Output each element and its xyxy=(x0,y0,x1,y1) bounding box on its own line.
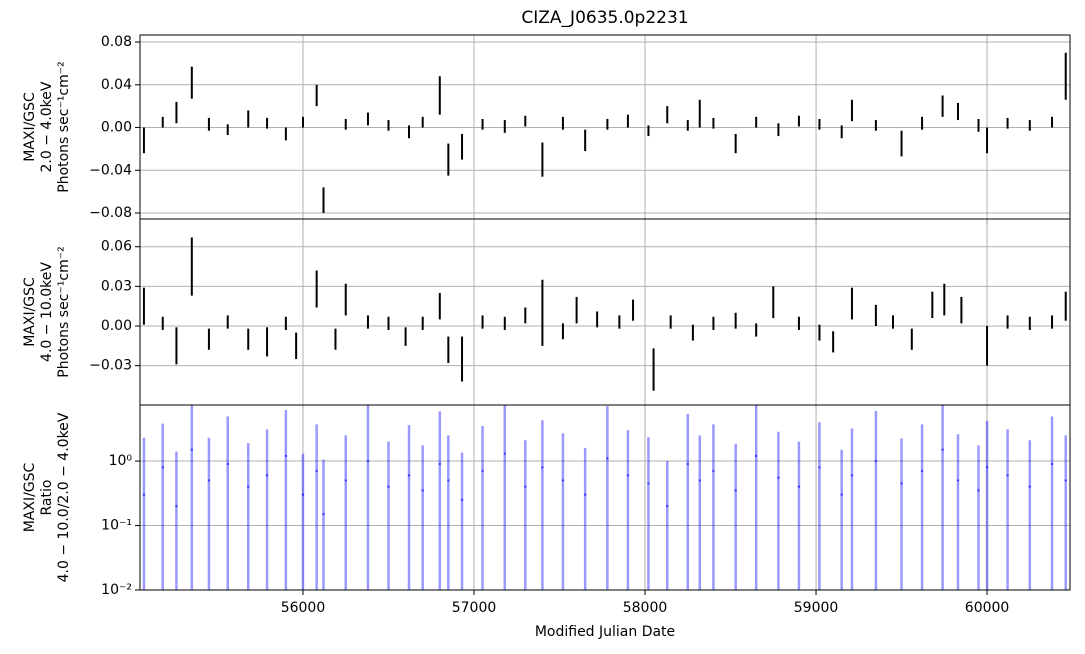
point xyxy=(647,482,650,485)
point xyxy=(1006,474,1009,477)
axes-frame xyxy=(139,34,1071,220)
point xyxy=(626,474,630,477)
point xyxy=(797,485,801,488)
point xyxy=(840,493,843,496)
y-tick-label: −0.03 xyxy=(89,358,132,374)
point xyxy=(606,457,609,460)
y-axis-label: MAXI/GSC xyxy=(22,277,38,347)
point xyxy=(460,498,464,502)
y-tick-label: 10⁻² xyxy=(101,582,132,598)
point xyxy=(366,459,370,463)
point xyxy=(666,504,669,508)
point xyxy=(161,466,164,469)
series xyxy=(142,52,1067,214)
y-tick-label: 0.08 xyxy=(101,34,132,50)
y-axis-label: MAXI/GSC xyxy=(22,92,38,162)
point xyxy=(561,479,565,482)
y-tick-label: −0.08 xyxy=(89,205,132,221)
y-axis-label: 4.0 − 10.0/2.0 − 4.0keV xyxy=(56,412,72,582)
chart-title: CIZA_J0635.0p2231 xyxy=(521,8,688,28)
point xyxy=(686,462,689,466)
y-tick-label: 10⁻¹ xyxy=(101,518,132,534)
point xyxy=(387,485,390,488)
point xyxy=(1064,479,1067,482)
point xyxy=(1028,485,1032,488)
y-tick-label: 0.06 xyxy=(101,239,132,255)
x-tick-label: 60000 xyxy=(965,600,1010,616)
point xyxy=(956,479,960,482)
x-tick-label: 56000 xyxy=(281,600,326,616)
y-axis-label: 4.0 − 10.0keV xyxy=(39,262,55,362)
y-axis-label: MAXI/GSC xyxy=(22,462,38,532)
y-axis-label: Ratio xyxy=(39,480,55,516)
axes-frame xyxy=(139,404,1071,591)
point xyxy=(941,448,944,451)
point xyxy=(190,448,194,451)
point xyxy=(754,454,758,458)
point xyxy=(503,452,506,455)
point xyxy=(407,474,411,477)
point xyxy=(583,493,587,496)
point xyxy=(447,479,450,482)
point xyxy=(322,512,325,516)
point xyxy=(900,482,903,485)
point xyxy=(226,462,229,466)
point xyxy=(524,485,527,488)
point xyxy=(985,466,989,469)
y-tick-label: 0.04 xyxy=(101,77,132,93)
series xyxy=(142,405,1067,590)
x-tick-label: 57000 xyxy=(452,600,497,616)
y-tick-label: 0.00 xyxy=(101,318,132,334)
point xyxy=(777,476,780,479)
point xyxy=(301,493,305,496)
x-tick-label: 59000 xyxy=(794,600,839,616)
point xyxy=(920,469,924,473)
point xyxy=(712,469,715,473)
y-axis-label: Photons sec⁻¹cm⁻² xyxy=(56,246,72,378)
point xyxy=(344,479,347,482)
point xyxy=(1050,462,1054,466)
y-tick-label: 0.03 xyxy=(101,278,132,294)
point xyxy=(175,504,178,508)
point xyxy=(874,459,878,463)
point xyxy=(247,485,250,488)
x-axis-label: Modified Julian Date xyxy=(535,624,675,640)
point xyxy=(142,493,146,496)
point xyxy=(421,489,424,492)
point xyxy=(818,466,821,469)
point xyxy=(438,462,441,466)
point xyxy=(315,469,318,473)
point xyxy=(207,479,211,482)
point xyxy=(698,479,701,482)
point xyxy=(977,489,980,492)
point xyxy=(541,466,544,469)
point xyxy=(734,489,737,492)
x-tick-label: 58000 xyxy=(623,600,668,616)
series xyxy=(142,237,1067,391)
point xyxy=(265,474,269,477)
point xyxy=(284,454,288,458)
y-tick-label: −0.04 xyxy=(89,162,132,178)
y-axis-label: Photons sec⁻¹cm⁻² xyxy=(56,61,72,193)
point xyxy=(850,474,854,477)
y-tick-label: 10⁰ xyxy=(109,453,133,469)
point xyxy=(481,469,484,473)
y-tick-label: 0.00 xyxy=(101,120,132,136)
y-axis-label: 2.0 − 4.0keV xyxy=(39,81,55,172)
